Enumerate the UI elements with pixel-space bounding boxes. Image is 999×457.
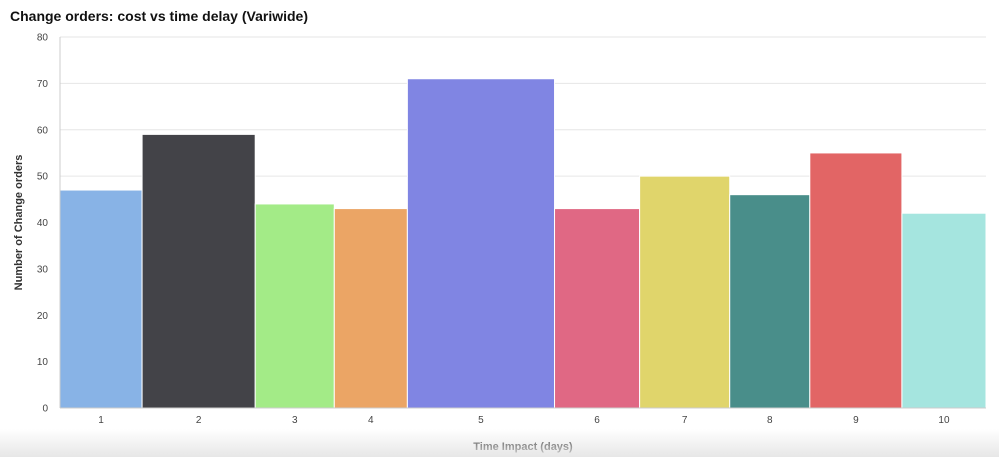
bar-8[interactable] — [729, 194, 811, 409]
y-tick-label: 70 — [37, 79, 49, 90]
y-tick-label: 60 — [37, 125, 49, 136]
bar-5[interactable] — [406, 78, 556, 409]
x-tick-label: 5 — [478, 415, 484, 426]
y-tick-label: 40 — [37, 218, 49, 229]
x-tick-label: 3 — [292, 415, 298, 426]
y-tick-labels: 0 10 20 30 40 50 60 70 80 — [37, 33, 49, 415]
x-tick-label: 8 — [767, 415, 773, 426]
bars — [59, 78, 987, 409]
x-tick-labels: 1 2 3 4 5 6 7 8 9 10 — [98, 415, 950, 426]
x-tick-label: 4 — [368, 415, 374, 426]
bar-9[interactable] — [809, 152, 903, 409]
y-tick-label: 0 — [42, 404, 48, 415]
x-tick-label: 1 — [98, 415, 104, 426]
bar-6[interactable] — [554, 208, 641, 409]
y-tick-label: 80 — [37, 33, 49, 44]
y-tick-label: 50 — [37, 172, 49, 183]
y-tick-label: 20 — [37, 311, 49, 322]
x-tick-label: 2 — [196, 415, 202, 426]
x-tick-label: 7 — [682, 415, 688, 426]
bar-7[interactable] — [639, 175, 731, 409]
bar-3[interactable] — [254, 203, 335, 409]
bar-2[interactable] — [141, 133, 256, 409]
x-axis-title: Time Impact (days) — [473, 441, 573, 453]
y-tick-label: 30 — [37, 264, 49, 275]
x-tick-label: 6 — [594, 415, 600, 426]
x-tick-label: 9 — [853, 415, 859, 426]
chart-title: Change orders: cost vs time delay (Variw… — [10, 8, 308, 24]
y-tick-label: 10 — [37, 357, 49, 368]
bar-10[interactable] — [901, 212, 987, 409]
bar-4[interactable] — [333, 208, 408, 409]
x-tick-label: 10 — [938, 415, 950, 426]
y-axis-title: Number of Change orders — [13, 155, 25, 291]
bar-1[interactable] — [59, 189, 143, 409]
